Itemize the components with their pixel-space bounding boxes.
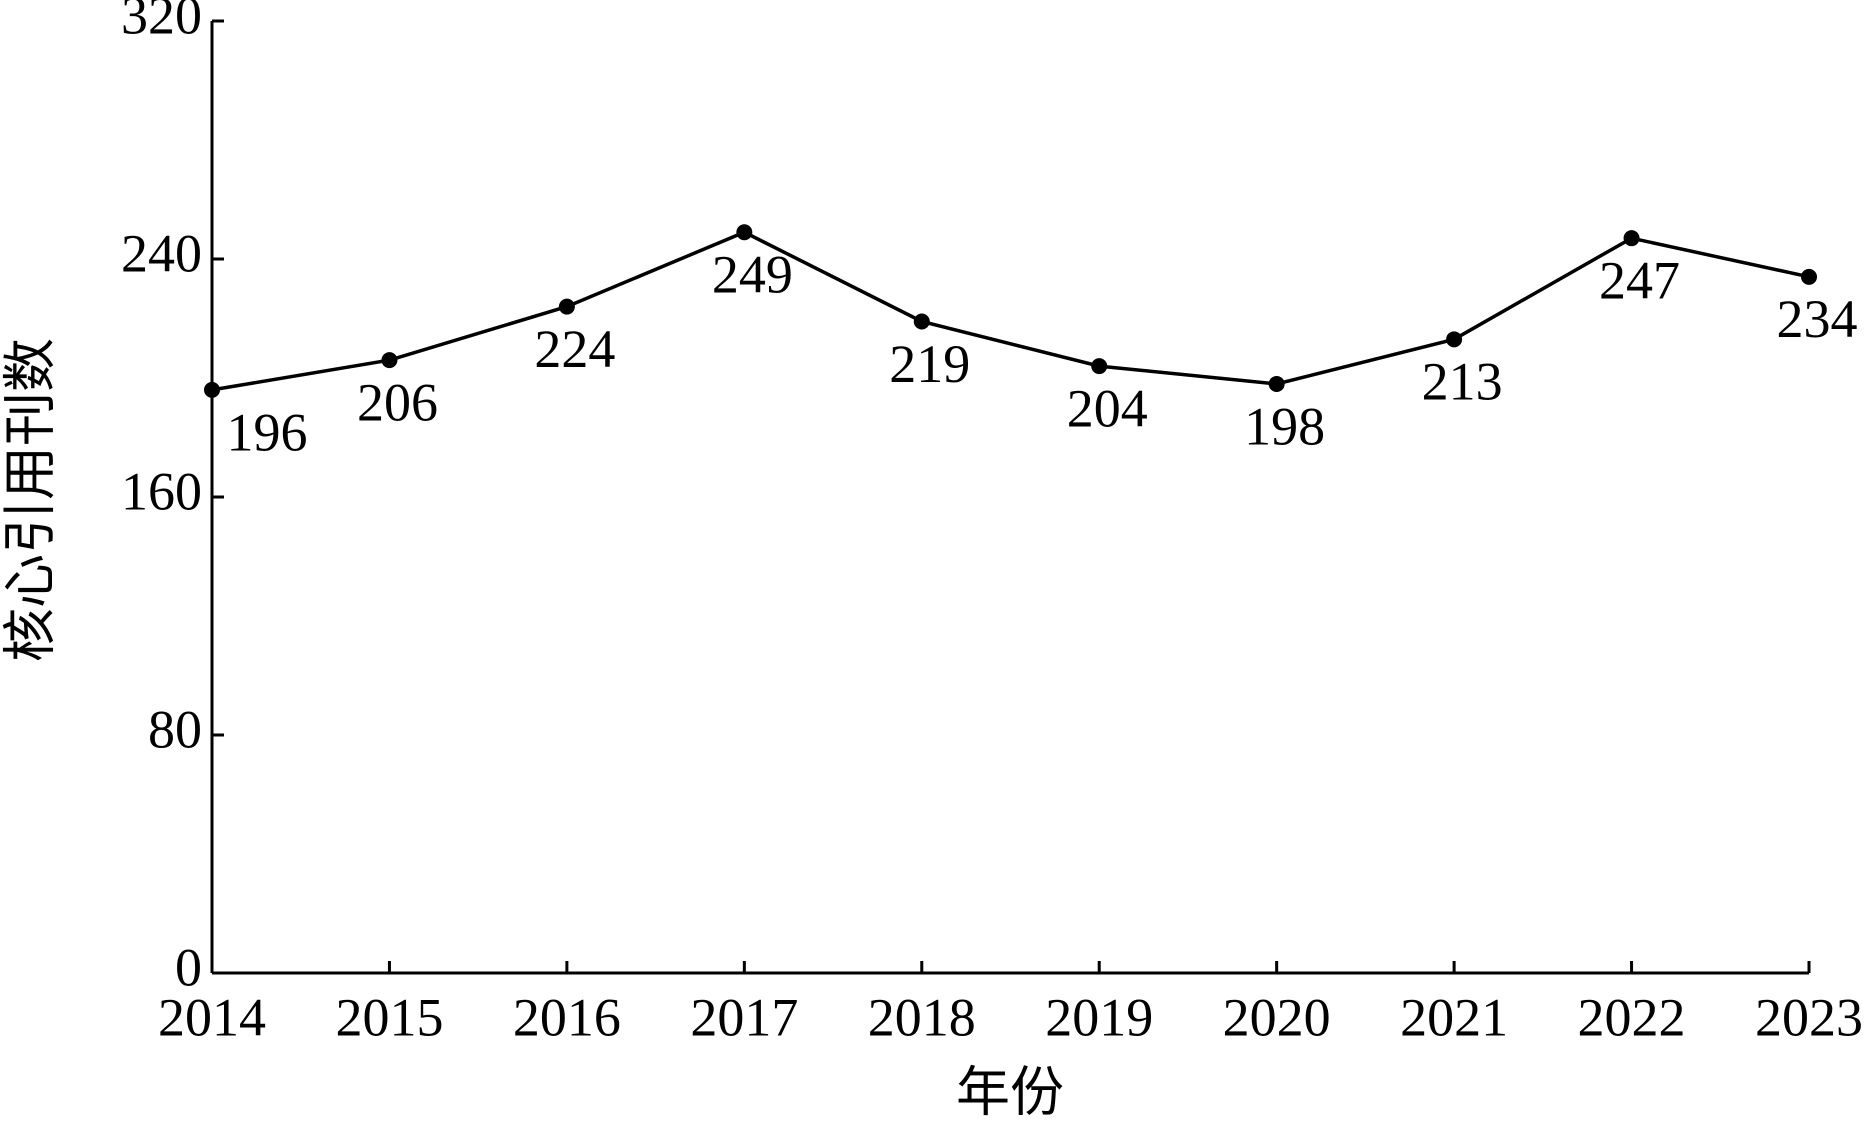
- x-tick-label: 2023: [1755, 987, 1863, 1047]
- data-label: 206: [357, 373, 438, 433]
- data-label: 219: [889, 334, 970, 394]
- y-axis-title: 核心引用刊数: [0, 338, 60, 662]
- x-tick-label: 2021: [1400, 987, 1508, 1047]
- x-tick-label: 2014: [158, 987, 266, 1047]
- data-point: [913, 313, 930, 330]
- y-tick-label: 240: [121, 223, 202, 283]
- x-tick-label: 2022: [1578, 987, 1686, 1047]
- x-tick-label: 2018: [868, 987, 976, 1047]
- data-point: [1801, 268, 1817, 285]
- y-tick-label: 320: [121, 0, 202, 45]
- data-label: 196: [227, 402, 308, 462]
- data-label: 224: [534, 319, 615, 379]
- data-label: 204: [1067, 378, 1148, 438]
- x-tick-label: 2017: [690, 987, 798, 1047]
- y-tick-label: 80: [148, 699, 202, 759]
- x-tick-label: 2019: [1045, 987, 1153, 1047]
- data-point: [1623, 230, 1640, 247]
- data-point: [558, 298, 575, 315]
- data-point: [1268, 375, 1285, 392]
- data-point: [381, 352, 398, 369]
- data-label: 213: [1422, 352, 1503, 412]
- data-point: [1091, 358, 1108, 375]
- y-tick-label: 0: [175, 937, 202, 997]
- y-tick-label: 160: [121, 461, 202, 521]
- data-point: [204, 381, 220, 398]
- data-line: [211, 230, 1810, 392]
- x-axis-title: 年份: [956, 1062, 1064, 1122]
- x-tick-label: 2015: [335, 987, 443, 1047]
- data-label: 198: [1244, 396, 1325, 456]
- data-label: 249: [712, 245, 793, 305]
- x-tick-label: 2016: [513, 987, 621, 1047]
- data-label: 234: [1777, 289, 1858, 349]
- data-label: 247: [1599, 251, 1680, 311]
- x-tick-label: 2020: [1223, 987, 1331, 1047]
- data-point: [1446, 331, 1463, 348]
- data-point: [736, 224, 753, 241]
